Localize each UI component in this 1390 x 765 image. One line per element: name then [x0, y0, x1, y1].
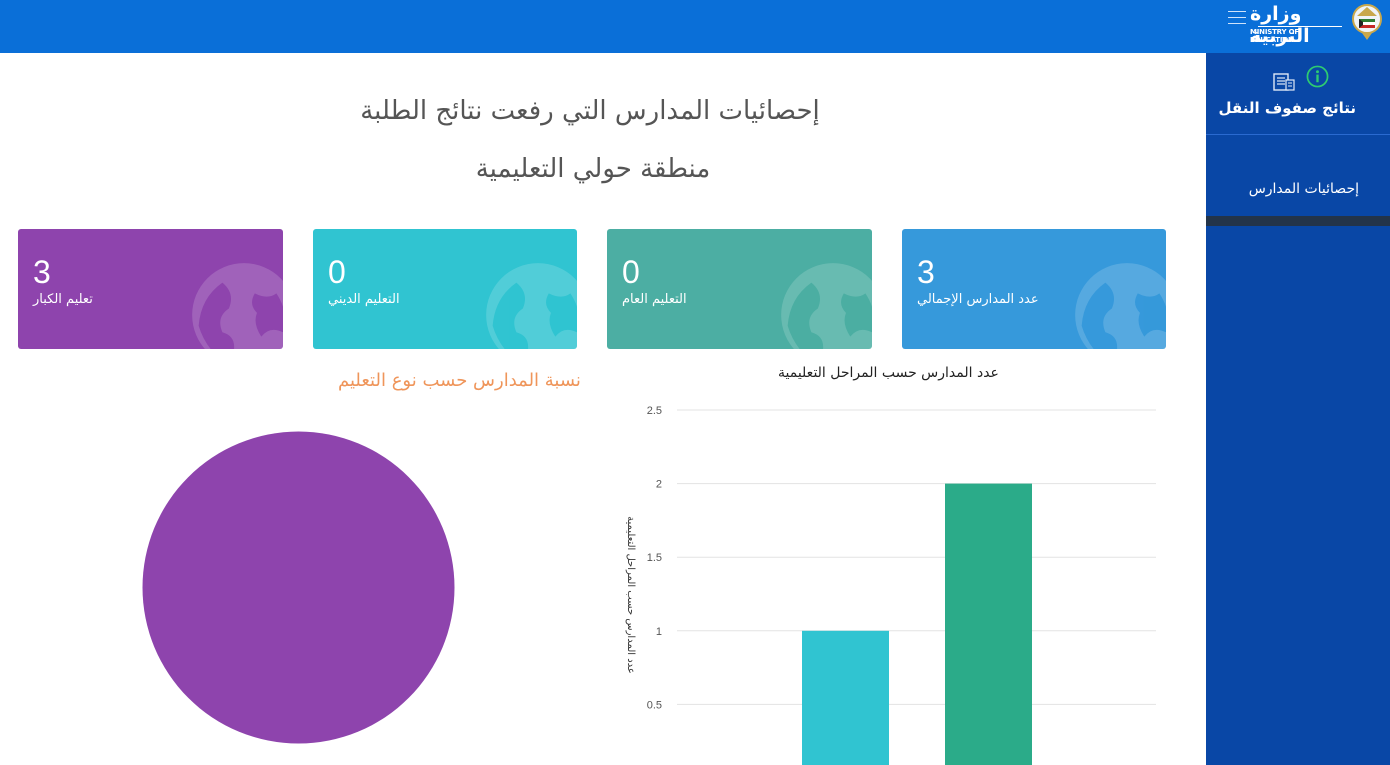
logo-divider [1258, 26, 1342, 27]
sidebar-item-transfer-results[interactable]: نتائج صفوف النقل [1206, 53, 1390, 135]
globe-icon [1075, 263, 1166, 349]
stat-card-value: 0 [622, 254, 640, 290]
stat-card-label: التعليم الديني [328, 292, 400, 307]
document-icon [1273, 73, 1295, 91]
pie-chart-title: نسبة المدارس حسب نوع التعليم [338, 370, 581, 391]
sidebar-item-label: نتائج صفوف النقل [1218, 99, 1356, 117]
stat-card-adult-education: 3 تعليم الكبار [18, 229, 283, 349]
y-tick-label: 2.5 [647, 405, 662, 417]
ministry-name-ar: وزارة التربية [1250, 3, 1310, 47]
bar-chart-title: عدد المدارس حسب المراحل التعليمية [778, 365, 999, 381]
y-tick-label: 0.5 [647, 699, 662, 711]
stat-card-label: تعليم الكبار [33, 292, 93, 307]
bar-chart: 0.5 1 1.5 2 2.5 عدد المدارس حسب المراحل التعل… [625, 405, 1156, 765]
page-subtitle: منطقة حولي التعليمية [475, 154, 711, 184]
stat-card-total-schools: 3 عدد المدارس الإجمالي [902, 229, 1166, 349]
bar[interactable] [945, 483, 1032, 765]
y-tick-label: 1 [656, 626, 662, 638]
kuwait-emblem-icon [1352, 4, 1382, 40]
stat-card-religious-education: 0 التعليم الديني [313, 229, 577, 349]
page-title: إحصائيات المدارس التي رفعت نتائج الطلبة [360, 96, 820, 126]
stat-card-general-education: 0 التعليم العام [607, 229, 872, 349]
stat-card-value: 3 [917, 254, 935, 290]
sidebar-divider [1206, 216, 1390, 226]
stat-card-label: التعليم العام [622, 292, 687, 307]
sidebar-item-school-statistics[interactable]: إحصائيات المدارس [1206, 136, 1390, 216]
globe-icon [486, 263, 577, 349]
pie-chart [142, 431, 455, 744]
ministry-name-en: MINISTRY OF EDUCATION [1250, 28, 1299, 44]
y-tick-label: 1.5 [647, 552, 662, 564]
ministry-logo[interactable]: وزارة التربية MINISTRY OF EDUCATION [1250, 0, 1390, 47]
y-axis-label: عدد المدارس حسب المراحل التعليمية [625, 516, 636, 674]
pie-slice[interactable] [142, 431, 455, 744]
globe-icon [781, 263, 872, 349]
bar[interactable] [802, 630, 889, 765]
hamburger-menu-icon[interactable] [1228, 11, 1246, 27]
stat-card-value: 0 [328, 254, 346, 290]
stat-card-label: عدد المدارس الإجمالي [917, 292, 1039, 307]
sidebar: نتائج صفوف النقل إحصائيات المدارس [1206, 53, 1390, 765]
globe-icon [192, 263, 283, 349]
stat-card-value: 3 [33, 254, 51, 290]
y-tick-label: 2 [656, 479, 662, 491]
sidebar-item-label: إحصائيات المدارس [1248, 181, 1359, 197]
info-icon [1306, 65, 1329, 88]
top-bar: وزارة التربية MINISTRY OF EDUCATION [0, 0, 1390, 53]
